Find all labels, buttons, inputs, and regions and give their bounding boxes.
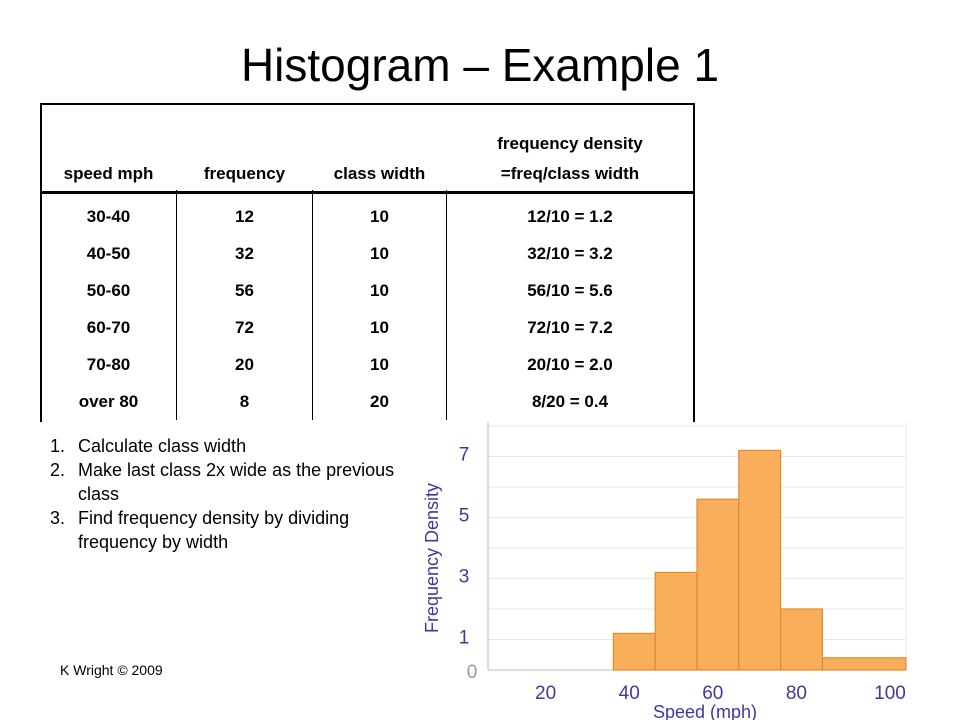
step-text: Find frequency density by dividing frequ… [78, 508, 350, 552]
y-tick-label: 7 [459, 445, 470, 466]
table-row: 30-40 12 10 12/10 = 1.2 [40, 193, 693, 236]
x-tick-label: 20 [535, 683, 556, 704]
cell-class-width: 10 [370, 317, 389, 337]
cell-speed: 50-60 [86, 280, 131, 300]
table-row: 40-50 32 10 32/10 = 3.2 [40, 235, 693, 272]
table-row: over 80 8 20 8/20 = 0.4 [40, 383, 693, 420]
cell-density: 8/20 = 0.4 [531, 391, 609, 411]
histogram-bar [780, 608, 824, 671]
cell-speed: 30-40 [86, 206, 131, 226]
x-axis-label: Speed (mph) [653, 702, 757, 720]
x-tick-label: 40 [619, 683, 640, 704]
header-frequency-density: frequency density =freq/class width [447, 103, 693, 194]
page-title: Histogram – Example 1 [240, 39, 720, 91]
step-text: Make last class 2x wide as the previous … [78, 460, 395, 504]
table-row: 60-70 72 10 72/10 = 7.2 [40, 309, 693, 346]
cell-class-width: 10 [370, 206, 389, 226]
cell-density: 32/10 = 3.2 [527, 243, 613, 263]
list-item: 3. Find frequency density by dividing fr… [50, 506, 408, 554]
steps-list: 1. Calculate class width 2. Make last cl… [50, 434, 408, 554]
column-divider [176, 190, 177, 420]
step-number: 3. [50, 508, 66, 528]
list-item: 1. Calculate class width [50, 434, 408, 458]
histogram-bar [738, 449, 782, 671]
x-tick-label: 60 [702, 683, 723, 704]
cell-density: 20/10 = 2.0 [527, 354, 613, 374]
cell-frequency: 56 [235, 280, 254, 300]
y-axis-label: Frequency Density [422, 483, 442, 633]
cell-frequency: 20 [235, 354, 254, 374]
x-tick-label: 80 [786, 683, 807, 704]
step-number: 2. [50, 460, 66, 480]
histogram-bar [696, 498, 740, 671]
cell-class-width: 10 [370, 354, 389, 374]
cell-frequency: 72 [235, 317, 254, 337]
header-frequency-density-line2: =freq/class width [500, 164, 640, 183]
credit-text: K Wright © 2009 [60, 662, 163, 678]
histogram-bar [612, 632, 656, 671]
cell-frequency: 8 [239, 391, 250, 411]
frequency-table: speed mph frequency class width frequenc… [40, 103, 693, 420]
cell-speed: over 80 [78, 391, 139, 411]
header-speed: speed mph [40, 103, 177, 194]
x-tick-label: 100 [874, 683, 906, 704]
cell-frequency: 12 [235, 206, 254, 226]
column-divider [312, 190, 313, 420]
header-frequency-density-line1: frequency density [497, 134, 643, 153]
y-tick-label: 1 [459, 628, 470, 649]
y-tick-label: 3 [459, 567, 470, 588]
table-row: 50-60 56 10 56/10 = 5.6 [40, 272, 693, 309]
list-item: 2. Make last class 2x wide as the previo… [50, 458, 408, 506]
cell-speed: 60-70 [86, 317, 131, 337]
chart-bars [612, 449, 907, 671]
histogram-bar [654, 571, 698, 671]
chart-labels: 0 20 40 60 80 100 1 3 5 7 Speed (mph) Frequency Den… [422, 445, 906, 720]
cell-density: 12/10 = 1.2 [527, 206, 613, 226]
histogram-bar [821, 657, 907, 671]
header-class-width: class width [312, 103, 447, 194]
histogram-chart: 0 20 40 60 80 100 1 3 5 7 Speed (mph) Frequency Den… [422, 422, 907, 720]
cell-density: 72/10 = 7.2 [527, 317, 613, 337]
cell-speed: 40-50 [86, 243, 131, 263]
step-text: Calculate class width [78, 436, 247, 456]
cell-class-width: 20 [370, 391, 389, 411]
header-frequency: frequency [177, 103, 312, 194]
y-tick-label: 5 [459, 506, 470, 527]
column-divider [446, 190, 447, 420]
cell-speed: 70-80 [86, 354, 131, 374]
origin-label: 0 [467, 662, 478, 683]
table-header-row: speed mph frequency class width frequenc… [40, 103, 693, 194]
cell-frequency: 32 [235, 243, 254, 263]
cell-class-width: 10 [370, 280, 389, 300]
cell-class-width: 10 [370, 243, 389, 263]
table-row: 70-80 20 10 20/10 = 2.0 [40, 346, 693, 383]
cell-density: 56/10 = 5.6 [527, 280, 613, 300]
step-number: 1. [50, 436, 66, 456]
